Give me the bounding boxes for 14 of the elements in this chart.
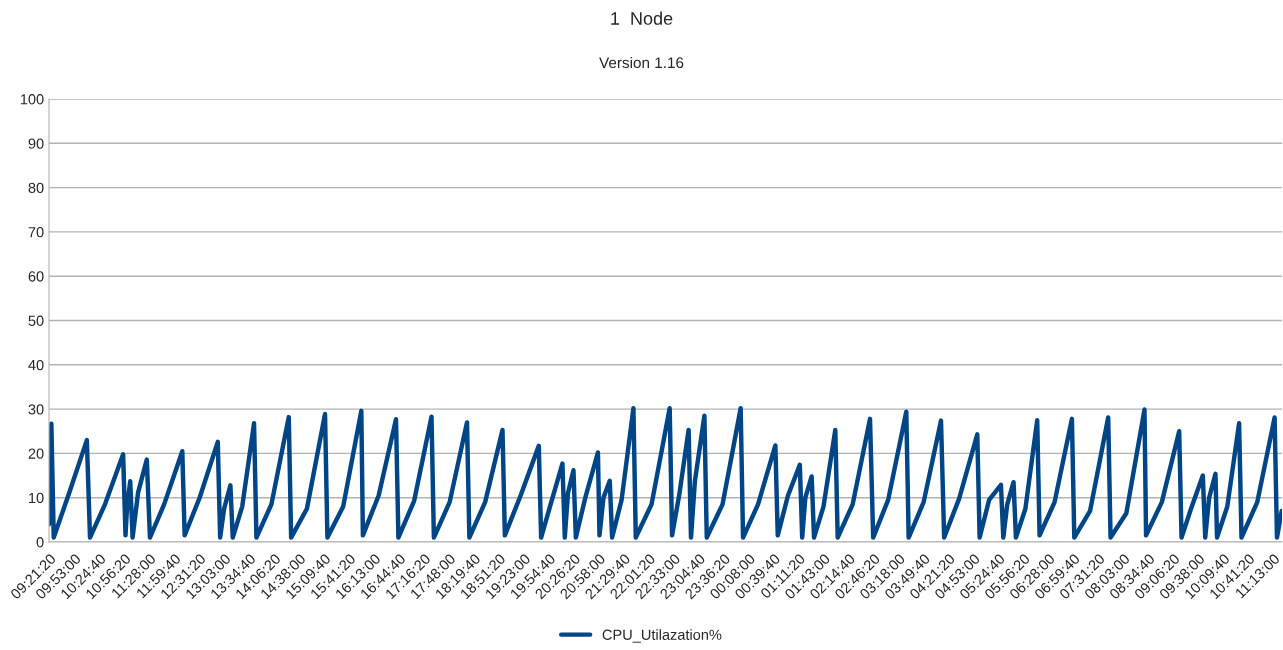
y-tick-label: 20 <box>28 448 44 459</box>
y-tick-label: 0 <box>36 537 44 548</box>
y-tick-label: 60 <box>28 271 44 282</box>
legend-label: CPU_Utilazation% <box>602 629 722 643</box>
y-tick-label: 40 <box>28 359 44 371</box>
y-tick-label: 90 <box>28 138 44 149</box>
y-tick-label: 70 <box>28 227 44 238</box>
y-tick-label: 80 <box>28 182 44 194</box>
y-tick-label: 50 <box>28 315 44 326</box>
chart-subtitle: Version 1.16 <box>599 56 684 69</box>
y-tick-label: 30 <box>28 404 44 415</box>
chart-title: 1 Node <box>611 11 673 25</box>
y-tick-label: 100 <box>20 94 44 105</box>
y-tick-label: 10 <box>29 492 44 504</box>
